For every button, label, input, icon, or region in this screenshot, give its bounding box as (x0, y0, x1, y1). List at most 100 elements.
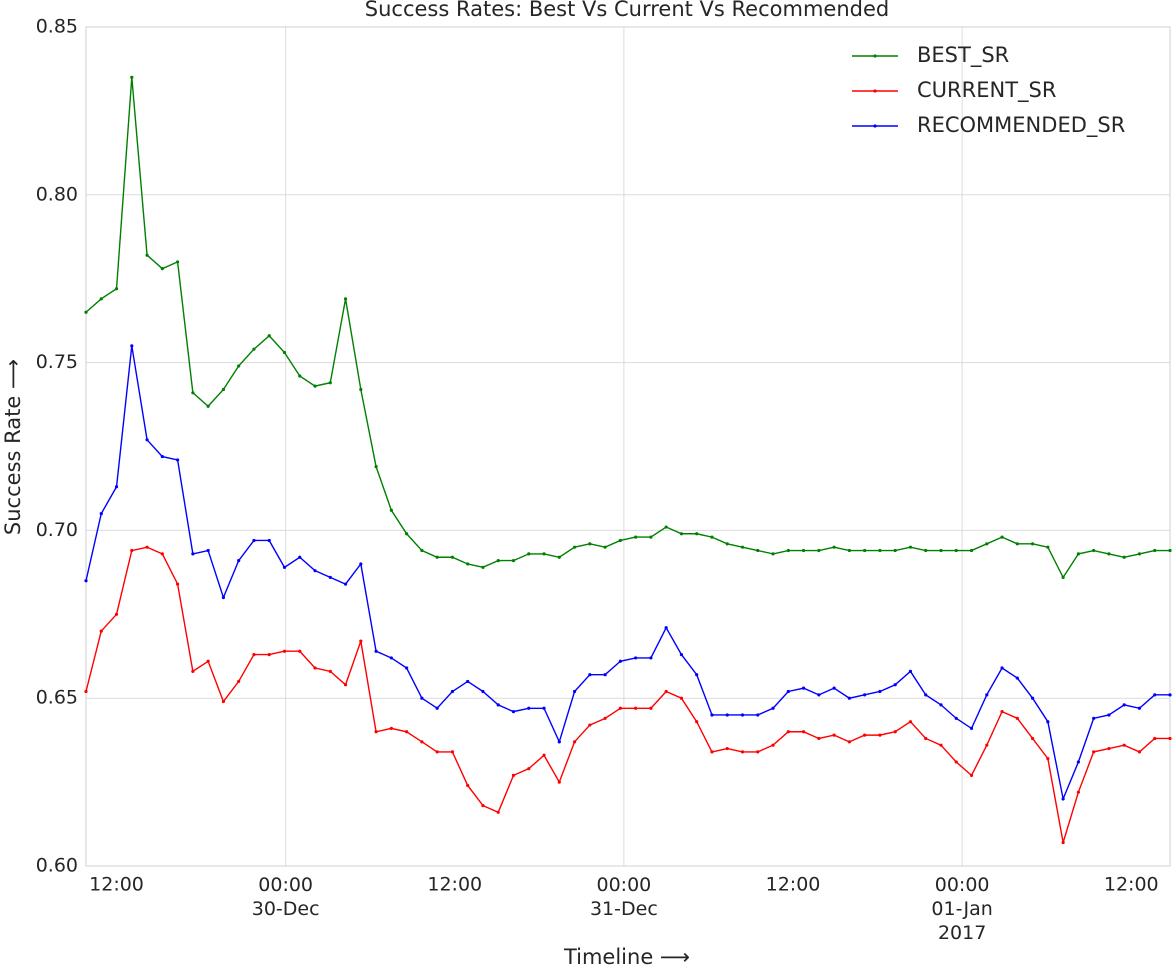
data-point (1122, 743, 1126, 747)
data-point (710, 750, 714, 754)
data-point (1030, 696, 1035, 700)
data-point (176, 458, 180, 462)
data-point (405, 666, 409, 670)
data-point (1168, 548, 1172, 553)
data-point (542, 753, 546, 757)
data-point (1153, 693, 1157, 697)
data-point (939, 743, 943, 747)
data-point (420, 740, 424, 744)
data-point (725, 713, 729, 717)
data-point (1015, 676, 1019, 680)
data-point (343, 297, 348, 301)
data-point (237, 364, 241, 368)
data-point (1030, 542, 1035, 546)
data-point (664, 525, 668, 529)
data-point (740, 545, 745, 549)
data-point (1046, 545, 1050, 549)
data-point (908, 545, 913, 549)
data-point (481, 565, 485, 569)
data-point (481, 689, 485, 694)
data-point (191, 669, 195, 673)
data-point (328, 381, 332, 385)
data-point (1046, 720, 1050, 724)
series-line (85, 546, 1170, 843)
data-point (1076, 760, 1080, 764)
data-point (282, 350, 287, 355)
x-tick-label: 12:00 (1104, 874, 1159, 896)
data-point (252, 538, 256, 543)
data-point (908, 669, 913, 673)
data-point (939, 703, 943, 707)
data-point (1000, 535, 1004, 539)
data-point (1000, 666, 1004, 670)
data-point (557, 740, 561, 744)
data-point (99, 297, 103, 301)
data-point (603, 545, 607, 549)
data-point (664, 689, 668, 694)
series-line (85, 77, 1170, 579)
data-point (847, 548, 851, 553)
data-point (1092, 716, 1096, 720)
data-point (634, 656, 638, 660)
data-point (267, 652, 271, 657)
data-point (1137, 552, 1142, 556)
data-point (99, 512, 103, 516)
data-point (969, 726, 974, 731)
data-point (435, 555, 439, 559)
x-tick-label: 12:00 (89, 874, 144, 896)
data-point (343, 683, 348, 687)
data-point (847, 696, 851, 700)
data-point (588, 723, 592, 727)
legend-text: CURRENT_SR (917, 78, 1056, 103)
data-point (1122, 703, 1126, 707)
data-point (969, 548, 974, 553)
data-point (160, 552, 164, 556)
data-point (954, 548, 958, 553)
data-point (374, 649, 378, 653)
data-point (832, 733, 836, 737)
data-point (588, 542, 592, 546)
data-point (1015, 542, 1019, 546)
data-point (313, 384, 317, 388)
data-point (298, 649, 302, 653)
data-point (145, 253, 149, 257)
data-point (1168, 693, 1172, 697)
data-point (221, 699, 226, 704)
data-point (924, 693, 928, 697)
data-point (557, 780, 561, 784)
data-point (359, 387, 363, 392)
data-point (618, 538, 622, 543)
data-point (1061, 840, 1065, 845)
data-point (191, 552, 195, 556)
data-point (664, 626, 668, 630)
y-tick-label: 0.70 (36, 519, 78, 541)
chart-title: Success Rates: Best Vs Current Vs Recomm… (365, 0, 889, 21)
data-point (145, 545, 149, 549)
data-point (176, 260, 180, 264)
data-point (572, 545, 577, 549)
data-point (542, 552, 546, 556)
data-point (1015, 716, 1019, 720)
data-point (771, 552, 775, 556)
data-point (298, 555, 302, 559)
data-point (313, 666, 317, 670)
plot-frame (85, 26, 1171, 867)
data-point (1076, 552, 1080, 556)
legend-text: BEST_SR (917, 43, 1009, 68)
data-point (145, 438, 149, 442)
data-point (374, 730, 378, 734)
data-point (389, 726, 393, 731)
data-point (1000, 710, 1004, 714)
data-point (84, 689, 88, 694)
data-point (511, 773, 516, 777)
data-point (679, 652, 684, 657)
data-point (893, 683, 897, 687)
data-point (725, 542, 729, 546)
data-point (99, 629, 103, 633)
data-point (450, 555, 455, 559)
data-point (267, 538, 271, 543)
data-point (634, 535, 638, 539)
data-point (1030, 736, 1035, 741)
data-point (801, 548, 806, 553)
